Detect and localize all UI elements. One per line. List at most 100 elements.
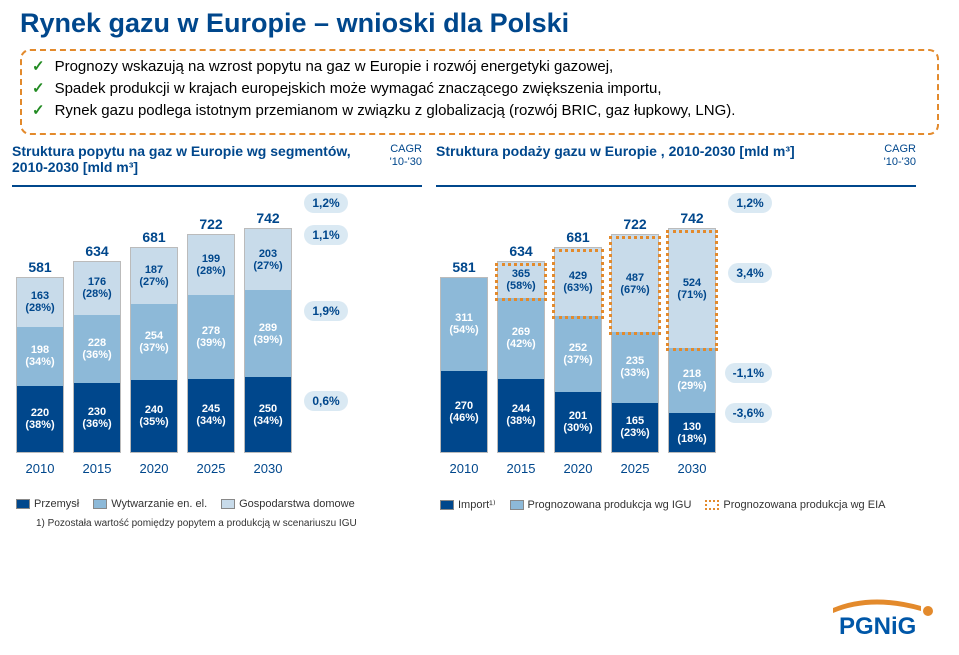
chart-header: Struktura popytu na gaz w Europie wg seg… bbox=[12, 143, 422, 185]
legend-label: Gospodarstwa domowe bbox=[239, 498, 355, 510]
cagr-pill: 0,6% bbox=[304, 391, 348, 411]
bar-total: 581 bbox=[452, 259, 475, 275]
bar-segment: 218 (29%) bbox=[669, 348, 715, 413]
legend-item: Przemysł bbox=[16, 498, 79, 510]
header-rule bbox=[12, 185, 422, 187]
bar-stack: 270 (46%)311 (54%) bbox=[440, 277, 488, 453]
bar-segment: 230 (36%) bbox=[74, 383, 120, 452]
pgnig-logo: PGNiG bbox=[829, 598, 939, 645]
legend-swatch bbox=[705, 500, 719, 510]
bar-stack: 130 (18%)218 (29%)524 (71%) bbox=[668, 228, 716, 453]
cagr-pill: 1,9% bbox=[304, 301, 348, 321]
cagr-pill: 1,2% bbox=[728, 193, 772, 213]
bar-total: 742 bbox=[680, 210, 703, 226]
bar-segment: 235 (33%) bbox=[612, 332, 658, 403]
bars-zone: 581 220 (38%)198 (34%)163 (28%)634230 (36… bbox=[12, 193, 292, 453]
bar-segment: 198 (34%) bbox=[17, 327, 63, 386]
bar-segment: 487 (67%) bbox=[612, 235, 658, 332]
bar-group: 742 130 (18%)218 (29%)524 (71%) bbox=[668, 210, 716, 453]
check-icon: ✓ bbox=[32, 101, 45, 121]
bar-group: 634230 (36%)228 (36%)176 (28%) bbox=[73, 243, 121, 453]
year-label: 2025 bbox=[187, 461, 235, 476]
legend-swatch bbox=[16, 499, 30, 509]
legend-item: Prognozowana produkcja wg IGU bbox=[510, 499, 692, 511]
year-label: 2025 bbox=[611, 461, 659, 476]
bar-segment: 365 (58%) bbox=[498, 262, 544, 298]
chart-body: 581 220 (38%)198 (34%)163 (28%)634230 (36… bbox=[12, 193, 422, 453]
legend-item: Import¹⁾ bbox=[440, 498, 496, 511]
check-icon: ✓ bbox=[32, 57, 45, 77]
legend-label: Przemysł bbox=[34, 498, 79, 510]
legend-swatch bbox=[93, 499, 107, 509]
year-label: 2030 bbox=[244, 461, 292, 476]
legend-label: Prognozowana produkcja wg EIA bbox=[723, 499, 885, 511]
year-label: 2010 bbox=[16, 461, 64, 476]
bar-segment: 289 (39%) bbox=[245, 290, 291, 377]
year-label: 2020 bbox=[130, 461, 178, 476]
chart-title: Struktura podaży gazu w Europie , 2010-2… bbox=[436, 143, 880, 185]
bar-stack: 220 (38%)198 (34%)163 (28%) bbox=[16, 277, 64, 453]
legend-item: Wytwarzanie en. el. bbox=[93, 498, 207, 510]
bullet-text: Rynek gazu podlega istotnym przemianom w… bbox=[55, 101, 927, 121]
bullets-box: ✓ Prognozy wskazują na wzrost popytu na g… bbox=[20, 49, 939, 135]
chart-title: Struktura popytu na gaz w Europie wg seg… bbox=[12, 143, 386, 185]
bar-total: 742 bbox=[256, 210, 279, 226]
chart-legend: Przemysł Wytwarzanie en. el. Gospodarstwa … bbox=[12, 498, 422, 510]
cagr-pill: 1,1% bbox=[304, 225, 348, 245]
bar-stack: 240 (35%)254 (37%)187 (27%) bbox=[130, 247, 178, 453]
year-label: 2015 bbox=[497, 461, 545, 476]
bar-group: 722245 (34%)278 (39%)199 (28%) bbox=[187, 216, 235, 453]
bar-group: 681 201 (30%)252 (37%)429 (63%) bbox=[554, 229, 602, 453]
bar-segment: 245 (34%) bbox=[188, 379, 234, 453]
bar-group: 681 240 (35%)254 (37%)187 (27%) bbox=[130, 229, 178, 453]
bullet-text: Prognozy wskazują na wzrost popytu na ga… bbox=[55, 57, 927, 77]
bar-stack: 165 (23%)235 (33%)487 (67%) bbox=[611, 234, 659, 453]
cagr-column: 1,2%1,1%1,9%0,6% bbox=[292, 193, 348, 453]
demand-chart: Struktura popytu na gaz w Europie wg seg… bbox=[12, 143, 422, 529]
bar-group: 722165 (23%)235 (33%)487 (67%) bbox=[611, 216, 659, 453]
supply-chart: Struktura podaży gazu w Europie , 2010-2… bbox=[436, 143, 916, 529]
year-axis: 20102015202020252030 bbox=[436, 453, 916, 476]
bar-segment: 165 (23%) bbox=[612, 403, 658, 453]
chart-legend: Import¹⁾ Prognozowana produkcja wg IGU Pro… bbox=[436, 498, 916, 511]
legend-swatch bbox=[510, 500, 524, 510]
legend-label: Prognozowana produkcja wg IGU bbox=[528, 499, 692, 511]
bar-total: 581 bbox=[28, 259, 51, 275]
bar-group: 581 270 (46%)311 (54%) bbox=[440, 259, 488, 453]
bar-segment: 278 (39%) bbox=[188, 295, 234, 378]
bar-stack: 244 (38%)269 (42%)365 (58%) bbox=[497, 261, 545, 453]
legend-swatch bbox=[221, 499, 235, 509]
legend-label: Import¹⁾ bbox=[458, 498, 496, 511]
bar-group: 581 220 (38%)198 (34%)163 (28%) bbox=[16, 259, 64, 453]
bar-stack: 250 (34%)289 (39%)203 (27%) bbox=[244, 228, 292, 453]
bar-segment: 220 (38%) bbox=[17, 386, 63, 452]
bar-segment: 254 (37%) bbox=[131, 304, 177, 380]
chart-body: 581 270 (46%)311 (54%) 634 244 (38%)269 (42… bbox=[436, 193, 916, 453]
bar-segment: 240 (35%) bbox=[131, 380, 177, 452]
cagr-column: 1,2%3,4%-1,1%-3,6% bbox=[716, 193, 772, 453]
bar-total: 634 bbox=[509, 243, 532, 259]
legend-label: Wytwarzanie en. el. bbox=[111, 498, 207, 510]
bullet-item: ✓Spadek produkcji w krajach europejskich… bbox=[32, 79, 927, 99]
bar-segment: 270 (46%) bbox=[441, 371, 487, 452]
charts-area: Struktura popytu na gaz w Europie wg seg… bbox=[0, 143, 959, 529]
bar-total: 681 bbox=[566, 229, 589, 245]
bar-stack: 245 (34%)278 (39%)199 (28%) bbox=[187, 234, 235, 453]
bar-segment: 269 (42%) bbox=[498, 298, 544, 379]
bar-segment: 201 (30%) bbox=[555, 392, 601, 452]
cagr-pill: -1,1% bbox=[725, 363, 772, 383]
bar-stack: 201 (30%)252 (37%)429 (63%) bbox=[554, 247, 602, 453]
bullet-item: ✓ Prognozy wskazują na wzrost popytu na g… bbox=[32, 57, 927, 77]
bar-segment: 524 (71%) bbox=[669, 229, 715, 347]
bar-group: 742 250 (34%)289 (39%)203 (27%) bbox=[244, 210, 292, 453]
header-rule bbox=[436, 185, 916, 187]
svg-text:PGNiG: PGNiG bbox=[839, 613, 916, 640]
legend-item: Prognozowana produkcja wg EIA bbox=[705, 499, 885, 511]
legend-item: Gospodarstwa domowe bbox=[221, 498, 355, 510]
bar-segment: 176 (28%) bbox=[74, 262, 120, 315]
bar-segment: 187 (27%) bbox=[131, 248, 177, 304]
year-axis: 20102015202020252030 bbox=[12, 453, 422, 476]
bar-total: 681 bbox=[142, 229, 165, 245]
bar-segment: 163 (28%) bbox=[17, 278, 63, 327]
bullet-text: Spadek produkcji w krajach europejskich … bbox=[55, 79, 927, 99]
